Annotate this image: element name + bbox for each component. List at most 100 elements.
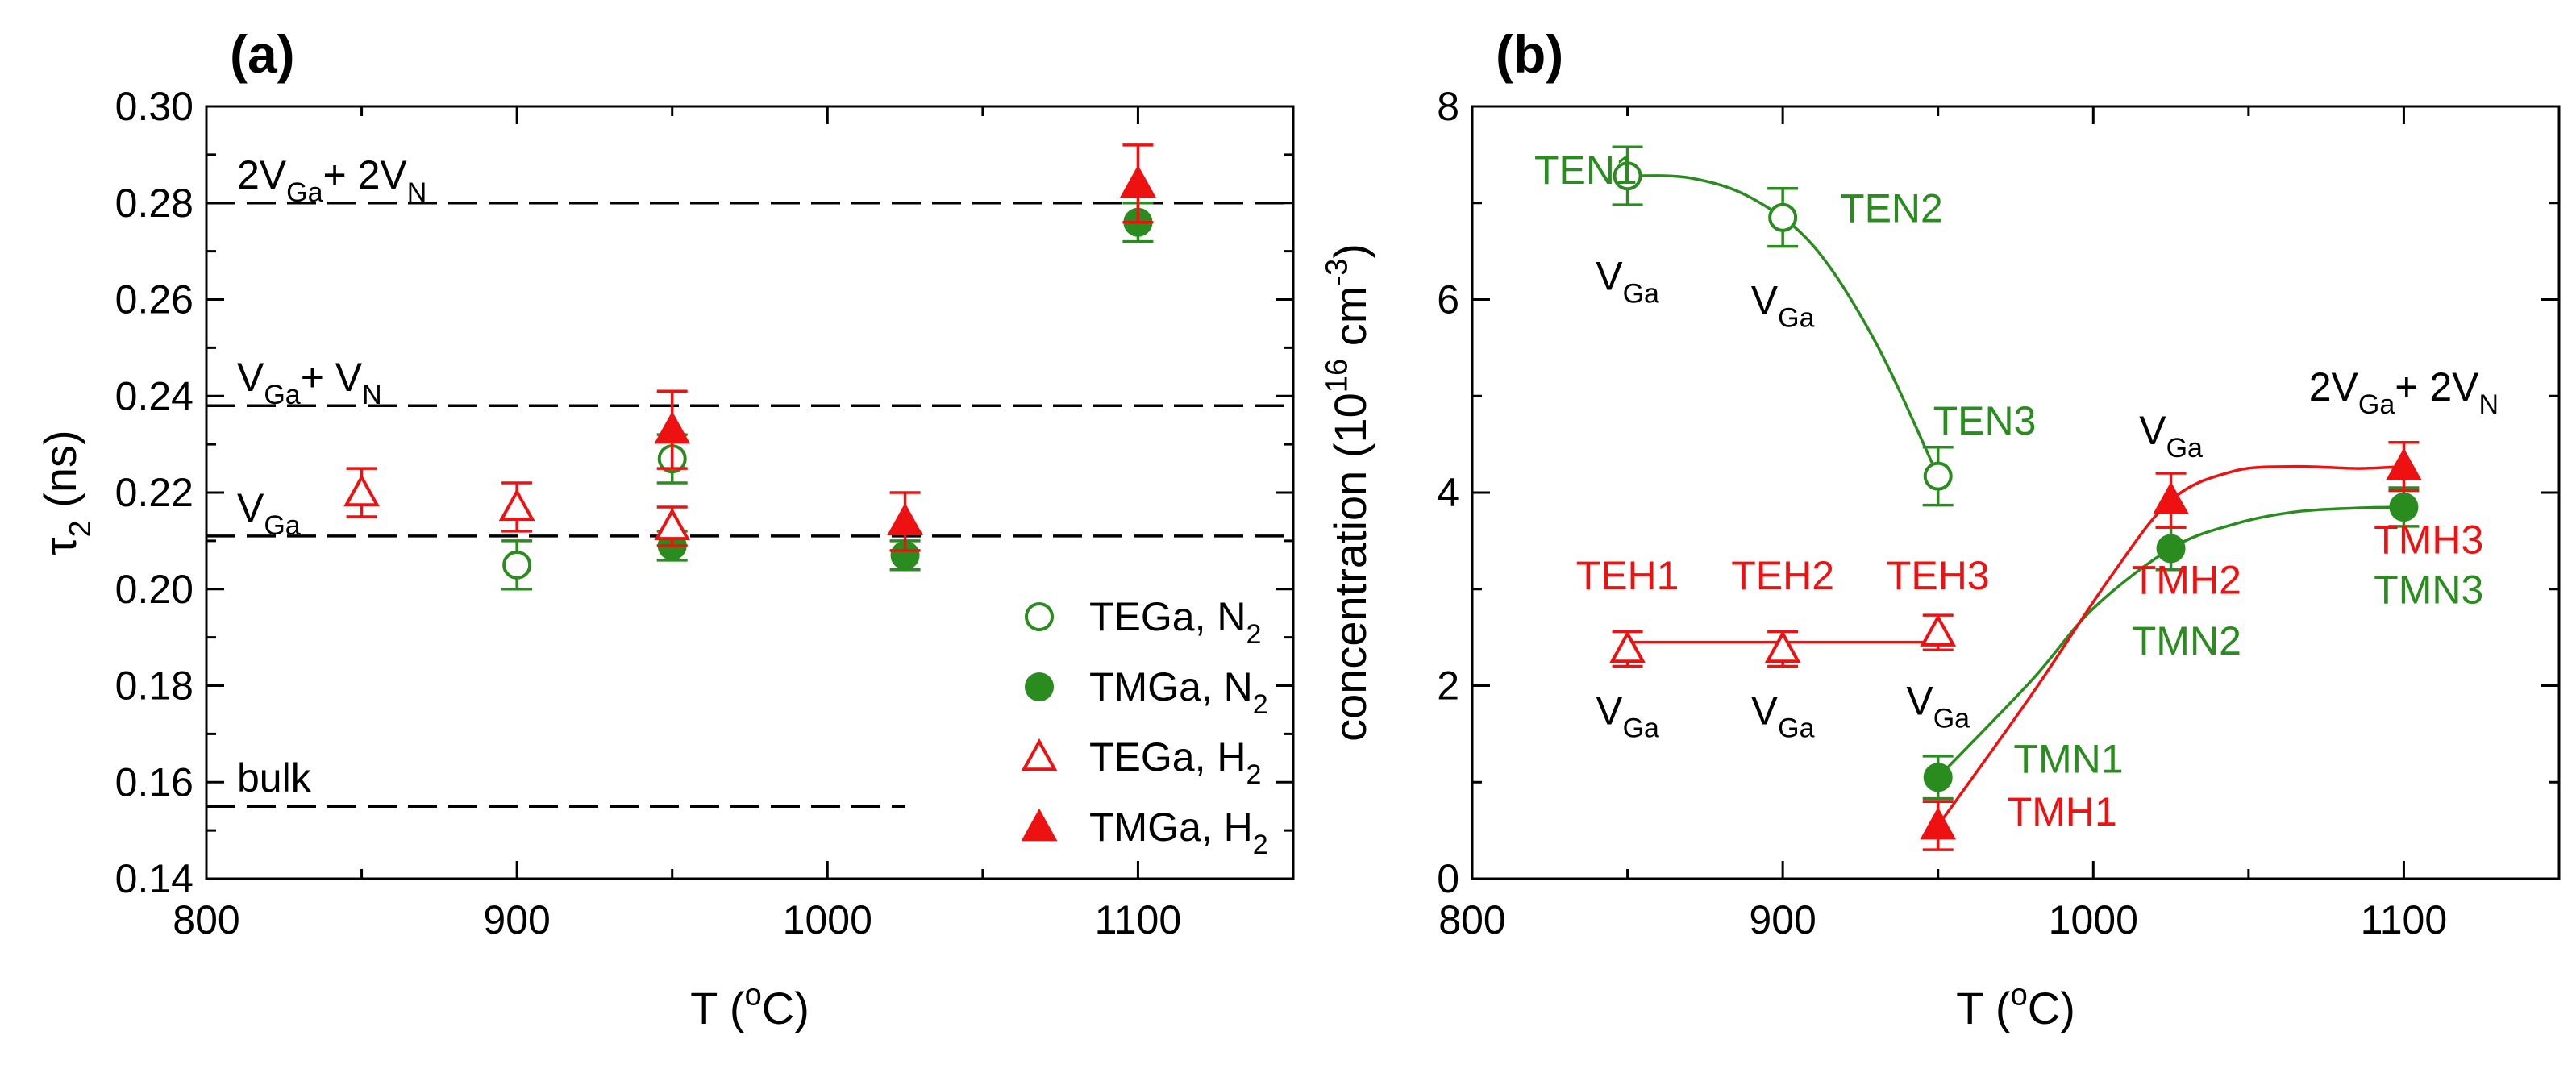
x-axis-label: T (oC) [690, 978, 809, 1033]
x-axis-label-part: o [2011, 978, 2028, 1012]
ref-label-vga-part: Ga [264, 510, 300, 541]
x-tick-label: 900 [1749, 897, 1816, 942]
annotation-2vga-2vn-part: N [2479, 389, 2499, 420]
y-tick-label: 0.30 [115, 84, 194, 129]
legend-label-tmga-h2-part: 2 [1253, 830, 1268, 860]
annotation-vga-6-part: V [2139, 408, 2166, 453]
ref-label-vga-vn: VGa+ VN [237, 355, 382, 410]
legend-label-tega-h2-part: 2 [1246, 759, 1261, 790]
x-axis-label-part: C) [2028, 983, 2075, 1033]
x-axis-label-part: T ( [1956, 983, 2011, 1033]
x-tick-label: 1100 [2361, 897, 2448, 942]
annotation-vga-3: VGa [1596, 688, 1659, 743]
y-tick-label: 0.28 [115, 181, 194, 226]
annotation-ten2: TEN2 [1840, 186, 1943, 231]
annotation-ten1-part: TEN1 [1534, 148, 1638, 193]
y-tick-label: 0.22 [115, 470, 194, 515]
data-point-tega-n2 [502, 550, 532, 580]
legend-marker-tega-h2 [1021, 738, 1058, 771]
data-point-tmh [2386, 447, 2422, 480]
y-axis-label: τ2 (ns) [35, 430, 98, 555]
y-axis-label-part: τ [35, 538, 85, 555]
annotation-tmn3-part: TMN3 [2374, 568, 2483, 613]
y-tick-label: 0.26 [115, 277, 194, 322]
x-tick-label: 800 [1438, 897, 1505, 942]
annotation-2vga-2vn-part: + 2V [2395, 364, 2479, 410]
annotation-vga-1-part: V [1596, 254, 1623, 299]
data-point-tmn [2156, 534, 2186, 564]
data-point-teh [1609, 630, 1646, 663]
x-axis-label-part: o [745, 978, 762, 1012]
x-tick-label: 800 [173, 897, 239, 942]
ref-label-vga-vn-part: V [237, 355, 264, 400]
ref-label-bulk-part: bulk [237, 755, 312, 801]
annotation-teh2-part: TEH2 [1731, 553, 1834, 598]
y-tick-label: 0.14 [115, 856, 194, 901]
y-tick-label: 0.16 [115, 759, 194, 805]
annotation-tmh3: TMH3 [2374, 517, 2483, 562]
annotation-teh3: TEH3 [1887, 553, 1990, 598]
legend-label-tega-n2: TEGa, N2 [1089, 594, 1261, 650]
y-tick-label: 0.18 [115, 663, 194, 709]
annotation-vga-3-part: V [1596, 688, 1623, 733]
annotation-vga-2-part: Ga [1778, 302, 1814, 333]
legend-label-tmga-h2-part: TMGa, H [1089, 805, 1253, 850]
legend-label-tmga-h2: TMGa, H2 [1089, 805, 1268, 860]
annotation-vga-6-part: Ga [2166, 433, 2203, 464]
annotation-vga-2: VGa [1751, 277, 1815, 333]
x-axis-label: T (oC) [1956, 978, 2075, 1033]
annotation-vga-6: VGa [2139, 408, 2203, 464]
panel-a: (a) 800 900 1000 1100 0.14 0.16 0.18 0.20 0.22 0.… [35, 24, 1295, 1033]
ref-label-vga: VGa [237, 485, 301, 541]
annotation-vga-5: VGa [1906, 678, 1970, 734]
y-tick-label: 4 [1437, 470, 1459, 515]
annotation-2vga-2vn-part: Ga [2358, 389, 2395, 420]
y-axis-label: concentration (1016 cm-3) [1320, 243, 1375, 742]
data-point-tmga-h2 [1120, 164, 1156, 198]
ref-label-vga-vn-part: + V [301, 355, 363, 400]
data-point-teh [1920, 613, 1957, 647]
annotation-vga-2-part: V [1751, 277, 1779, 322]
annotation-2vga-2vn: 2VGa+ 2VN [2309, 364, 2499, 420]
ref-label-bulk: bulk [237, 755, 312, 801]
y-tick-label: 8 [1437, 84, 1459, 129]
data-point-tmh [2153, 481, 2189, 514]
annotation-tmn2: TMN2 [2132, 618, 2241, 663]
legend-marker-tega-n2 [1025, 602, 1054, 631]
x-tick-label: 1100 [1095, 897, 1182, 942]
ref-label-vga-vn-part: Ga [264, 380, 300, 410]
annotation-teh3-part: TEH3 [1887, 553, 1990, 598]
annotation-vga-4-part: Ga [1778, 713, 1814, 743]
annotation-vga-4-part: V [1751, 688, 1779, 733]
y-axis-label-part: concentration (10 [1325, 393, 1375, 742]
annotation-tmh3-part: TMH3 [2374, 517, 2483, 562]
x-tick-label: 1000 [783, 897, 872, 942]
ref-label-2vga-2vn: 2VGa+ 2VN [237, 152, 427, 208]
annotation-teh2: TEH2 [1731, 553, 1834, 598]
annotation-tmn1: TMN1 [2013, 736, 2123, 781]
y-tick-label: 0.24 [115, 373, 194, 418]
annotation-ten3: TEN3 [1933, 398, 2037, 443]
ref-label-2vga-2vn-part: 2V [237, 152, 287, 198]
legend-label-tmga-n2: TMGa, N2 [1089, 664, 1268, 720]
legend-label-tega-h2-part: TEGa, H [1089, 734, 1246, 780]
annotation-tmn3: TMN3 [2374, 568, 2483, 613]
data-point-tega-h2 [654, 507, 691, 541]
panel-label-b: (b) [1496, 24, 1563, 84]
data-point-ten [1768, 202, 1798, 232]
ref-label-vga-vn-part: N [362, 380, 382, 410]
data-point-tmga-h2 [887, 502, 923, 536]
annotation-tmh1-part: TMH1 [2008, 789, 2117, 834]
annotation-ten1: TEN1 [1534, 148, 1638, 193]
data-point-tega-h2 [498, 488, 535, 522]
data-point-ten [1923, 461, 1953, 491]
panel-label-a: (a) [230, 24, 295, 84]
legend-label-tega-n2-part: TEGa, N [1089, 594, 1246, 639]
annotation-vga-1-part: Ga [1623, 279, 1659, 310]
data-point-tmn [1923, 763, 1953, 792]
annotation-vga-4: VGa [1751, 688, 1815, 743]
annotation-tmh2-part: TMH2 [2132, 558, 2241, 603]
panel-b: (b) 800 900 1000 1100 0 2 4 6 8 T (oC) concentrati… [1320, 24, 2561, 1033]
data-point-tmn [2389, 492, 2419, 522]
